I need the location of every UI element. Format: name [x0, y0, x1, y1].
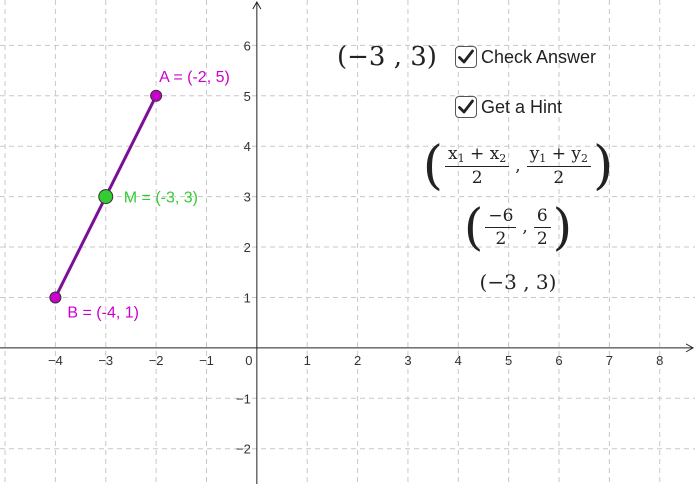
y-tick-label: 4 [244, 139, 251, 154]
point-a[interactable] [150, 89, 163, 102]
x-tick-label: 0 [245, 353, 252, 368]
x-axis-arrow [685, 343, 695, 353]
x-tick-label: −1 [199, 353, 214, 368]
y-axis-arrow [252, 0, 262, 10]
y-tick-label: 3 [244, 190, 251, 205]
check-answer-checkbox[interactable]: Check Answer [455, 46, 596, 68]
x-tick-label: 1 [304, 353, 311, 368]
answer-display: (−3 , 3) [337, 42, 437, 72]
x-tick-label: 3 [404, 353, 411, 368]
x-tick-label: 8 [656, 353, 663, 368]
geometry-objects: A = (-2, 5) M = (-3, 3) B = (-4, 1) [49, 69, 230, 321]
formula-x-fraction: x1 + x2 2 [445, 144, 510, 188]
point-m[interactable] [98, 189, 114, 205]
hint-result: (−3 , 3) [479, 270, 557, 294]
y-tick-label: 6 [244, 38, 251, 53]
x-tick-label: 7 [606, 353, 613, 368]
x-tick-label: −4 [48, 353, 63, 368]
point-label-m: M = (-3, 3) [124, 190, 198, 207]
substituted-x-fraction: −6 2 [485, 206, 517, 249]
tick-labels: −4 −3 −2 −1 0 1 2 3 4 5 6 7 8 6 5 4 3 2 1 −1 −2 [48, 38, 663, 456]
get-hint-label: Get a Hint [481, 96, 563, 117]
x-tick-label: 6 [555, 353, 562, 368]
get-hint-box[interactable] [455, 96, 477, 118]
y-tick-label: −2 [236, 442, 251, 457]
check-answer-box[interactable] [455, 46, 477, 68]
checkmark-icon [458, 99, 474, 114]
checkmark-icon [458, 49, 474, 64]
x-tick-label: −2 [149, 353, 164, 368]
x-tick-label: 5 [505, 353, 512, 368]
midpoint-formula: ( x1 + x2 2 , y1 + y2 2 ) [422, 136, 614, 196]
y-tick-label: 2 [244, 240, 251, 255]
y-tick-label: 1 [244, 290, 251, 305]
formula-y-fraction: y1 + y2 2 [526, 144, 591, 188]
substituted-y-fraction: 6 2 [533, 206, 551, 249]
point-label-a: A = (-2, 5) [159, 69, 230, 86]
y-tick-label: 5 [244, 89, 251, 104]
get-hint-checkbox[interactable]: Get a Hint [455, 96, 562, 118]
check-answer-label: Check Answer [481, 46, 597, 67]
point-b[interactable] [49, 291, 62, 304]
substituted-formula: ( −6 2 , 6 2 ) [463, 198, 573, 256]
x-tick-label: −3 [98, 353, 113, 368]
x-tick-label: 4 [455, 353, 462, 368]
x-tick-label: 2 [354, 353, 361, 368]
point-label-b: B = (-4, 1) [67, 304, 139, 321]
y-tick-label: −1 [236, 391, 251, 406]
